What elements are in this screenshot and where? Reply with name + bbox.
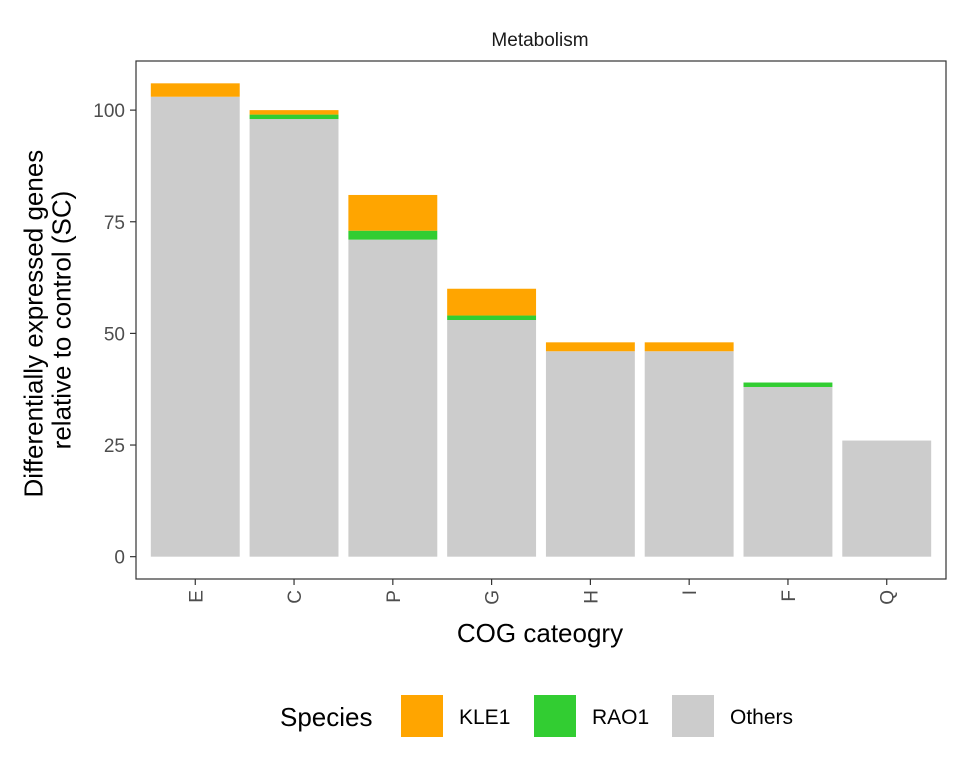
y-tick-label-0: 0 — [114, 548, 125, 569]
x-tick-label-H: H — [581, 590, 602, 604]
x-tick-label-Q: Q — [878, 590, 899, 605]
x-tick-label-E: E — [186, 590, 207, 603]
legend-key-kle1 — [401, 695, 443, 737]
bar-others-E — [150, 96, 240, 557]
x-tick-label-F: F — [779, 590, 800, 602]
y-tick-label-75: 75 — [104, 213, 125, 234]
legend-key-rao1 — [534, 695, 576, 737]
bar-kle1-G — [447, 288, 537, 316]
legend-key-others — [672, 695, 714, 737]
bar-rao1-F — [743, 382, 833, 387]
bar-others-F — [743, 386, 833, 557]
bar-others-Q — [842, 440, 932, 557]
bar-kle1-E — [150, 83, 240, 97]
x-tick-label-I: I — [680, 590, 701, 595]
y-tick-label-50: 50 — [104, 324, 125, 345]
x-tick-label-C: C — [285, 590, 306, 604]
bar-others-I — [644, 351, 734, 557]
legend-label-others: Others — [730, 706, 793, 729]
bar-kle1-P — [348, 194, 438, 231]
y-tick-label-25: 25 — [104, 436, 125, 457]
facet-title: Metabolism — [491, 30, 588, 51]
bar-kle1-H — [545, 342, 635, 352]
bars-layer — [150, 83, 932, 557]
bar-rao1-G — [447, 315, 537, 320]
legend-label-kle1: KLE1 — [459, 706, 510, 729]
legend-title: Species — [280, 702, 373, 732]
legend: Species KLE1 RAO1 Others — [280, 695, 793, 737]
y-axis-title-line-2: relative to control (SC) — [46, 191, 76, 450]
y-axis-title: Differentially expressed genes relative … — [18, 142, 76, 497]
bar-others-C — [249, 119, 339, 557]
bar-kle1-C — [249, 110, 339, 115]
y-axis-title-line-1: Differentially expressed genes — [18, 150, 48, 498]
bar-others-H — [545, 351, 635, 557]
bar-others-P — [348, 239, 438, 557]
bar-rao1-C — [249, 114, 339, 120]
y-axis: 0 25 50 75 100 — [93, 101, 136, 569]
y-tick-label-100: 100 — [93, 101, 125, 122]
x-tick-label-G: G — [483, 590, 504, 605]
legend-label-rao1: RAO1 — [592, 706, 649, 729]
bar-others-G — [447, 320, 537, 557]
bar-kle1-I — [644, 342, 734, 352]
x-axis-title: COG cateogry — [457, 618, 623, 648]
bar-rao1-P — [348, 230, 438, 240]
x-tick-label-P: P — [384, 590, 405, 603]
